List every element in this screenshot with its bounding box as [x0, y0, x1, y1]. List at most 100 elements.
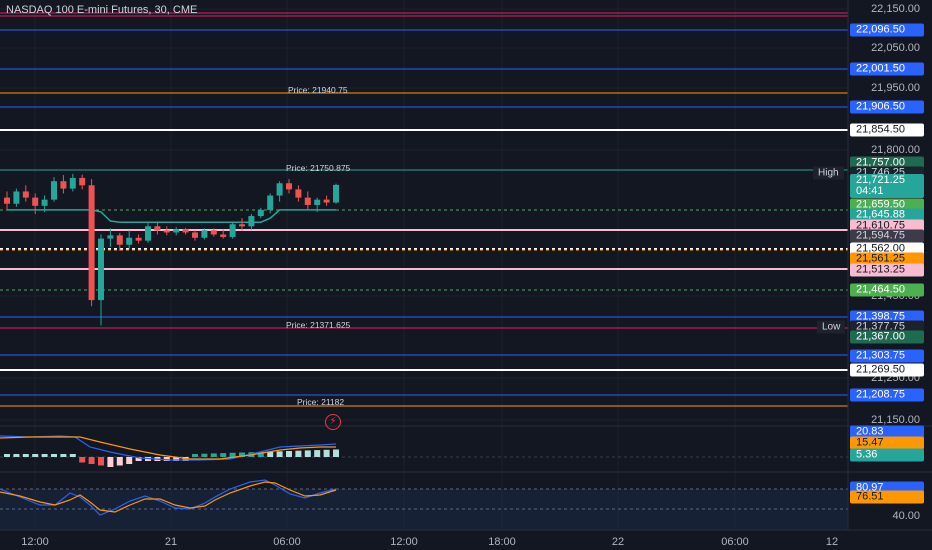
candle: [267, 193, 274, 214]
price-line-label: Price: 21940.75: [288, 85, 348, 95]
price-badge: 21,377.75: [850, 320, 924, 334]
candlestick-series: [4, 173, 339, 326]
price-badge-value: 22,096.50: [856, 23, 905, 36]
candle: [135, 234, 142, 244]
price-badge-value: 21,610.75: [856, 219, 905, 232]
macd-histogram-bar: [192, 454, 198, 457]
price-badge: 21,398.75: [850, 310, 924, 324]
macd-histogram-bar: [98, 457, 104, 466]
macd-line: [0, 435, 337, 461]
price-badge: 76.51: [850, 490, 924, 504]
macd-histogram-bar: [210, 453, 217, 457]
stoch-axis-label: 40.00: [892, 510, 920, 522]
macd-histogram-bar: [295, 450, 302, 457]
candle-body: [32, 197, 39, 206]
price-badge-value: 21,367.00: [856, 330, 905, 343]
price-badge-value: 21,377.75: [856, 320, 905, 333]
macd-histogram-bar: [51, 454, 57, 457]
candle: [229, 222, 236, 239]
candle: [98, 234, 104, 326]
high-tag: High: [813, 166, 844, 180]
price-badge: 21,513.25: [850, 263, 924, 277]
macd-histogram-bar: [13, 454, 20, 457]
price-badge: 21,610.75: [850, 219, 924, 233]
macd-histogram-bar: [173, 457, 180, 461]
candle-body: [257, 209, 264, 217]
y-axis-label: 21,950.00: [871, 82, 920, 94]
candle: [192, 230, 198, 241]
price-badge: 21,721.25 04:41: [850, 174, 924, 198]
price-badge-value: 76.51: [856, 490, 884, 503]
price-badge: 15.47: [850, 436, 924, 450]
candle-body: [229, 224, 236, 237]
price-line-label: Price: 21750.875: [286, 163, 351, 173]
candle-body: [220, 234, 227, 237]
candle-body: [69, 177, 76, 189]
indicator-panes: [0, 456, 848, 530]
candle: [163, 226, 170, 236]
price-line-label: Price: 21182: [297, 397, 345, 407]
candle: [116, 232, 123, 251]
price-badge-value: 21,269.50: [856, 363, 905, 376]
stoch-band: [0, 489, 848, 530]
price-badge-value: 21,561.25: [856, 252, 905, 265]
price-badge-value: 15.47: [856, 436, 884, 449]
price-badge-value: 21,757.00: [856, 156, 905, 169]
candle-body: [154, 226, 161, 231]
candle-body: [145, 226, 151, 241]
candle-body: [239, 224, 245, 227]
candle-body: [79, 177, 86, 186]
macd-histogram-bar: [41, 454, 48, 457]
candle-body: [173, 229, 180, 233]
x-axis-label: 12:00: [390, 536, 418, 548]
candle-body: [210, 230, 217, 235]
candle: [295, 185, 302, 202]
low-tag: Low: [817, 320, 846, 334]
macd-histogram-bar: [201, 453, 208, 457]
countdown-timer: 04:41: [856, 185, 884, 197]
candle: [248, 214, 255, 230]
candle-body: [304, 197, 311, 205]
candle: [69, 173, 76, 192]
price-badge-value: 21,645.88: [856, 208, 905, 221]
chart-title: NASDAQ 100 E-mini Futures, 30, CME: [6, 4, 198, 16]
price-badge: 21,269.50: [850, 363, 924, 377]
candle: [182, 227, 189, 235]
macd-histogram-bar: [116, 457, 123, 466]
candle: [257, 207, 264, 219]
candle-body: [201, 230, 208, 238]
candle: [88, 179, 95, 307]
y-axis-label: 21,150.00: [871, 414, 920, 426]
price-badge: 22,096.50: [850, 23, 924, 37]
price-badge: 21,906.50: [850, 100, 924, 114]
price-badge-value: 21,721.25: [856, 174, 905, 186]
candle-body: [13, 191, 20, 204]
price-badge: 21,367.00: [850, 330, 924, 344]
candle-body: [116, 235, 123, 245]
stochastic-indicator: [0, 479, 337, 516]
price-badge: 20.83: [850, 425, 924, 439]
x-axis-label: 06:00: [273, 536, 301, 548]
price-line-label: Price: 21371.625: [286, 320, 351, 330]
price-badge-value: 5.36: [856, 448, 878, 461]
candle-body: [98, 238, 104, 301]
lightning-icon[interactable]: ⚡: [325, 414, 341, 430]
price-badge: 22,001.50: [850, 62, 924, 76]
macd-indicator: [0, 435, 339, 467]
macd-histogram-bar: [4, 454, 10, 457]
candle-body: [107, 235, 114, 239]
macd-histogram-bar: [304, 450, 311, 457]
candle: [13, 188, 20, 207]
candle: [239, 218, 245, 231]
price-badge-value: 21,562.00: [856, 242, 905, 255]
macd-histogram-bar: [314, 450, 321, 457]
candle: [173, 227, 180, 236]
candle: [32, 193, 39, 214]
candle: [79, 174, 86, 190]
candle-body: [41, 199, 48, 206]
x-axis-label: 22: [611, 536, 625, 548]
chart-grid: [0, 0, 848, 530]
candle-body: [333, 184, 339, 203]
macd-histogram-bar: [276, 451, 283, 457]
